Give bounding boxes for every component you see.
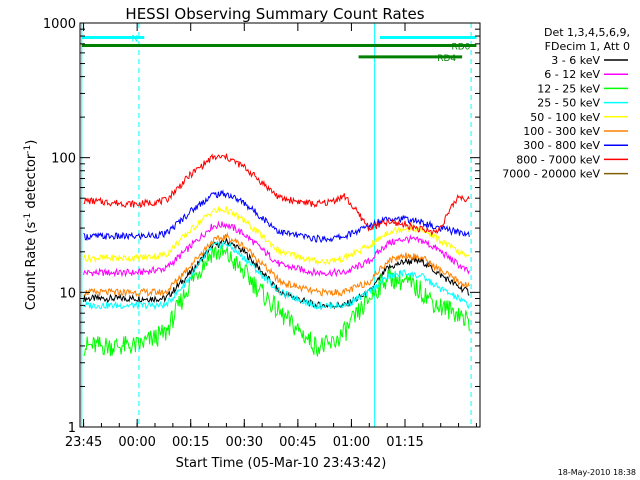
y-tick-label: 1000 <box>43 17 76 32</box>
status-bar-label: N <box>132 35 139 45</box>
series-line <box>83 153 470 237</box>
x-tick-label: 00:00 <box>118 435 155 450</box>
legend-entry-label: 12 - 25 keV <box>537 82 600 95</box>
x-tick-label: 00:45 <box>279 435 316 450</box>
legend-entry-label: 300 - 800 keV <box>523 139 600 152</box>
status-bar-label: RD4 <box>437 54 456 64</box>
x-axis: 23:45 00:00 00:15 00:30 00:45 01:00 01:15 <box>65 23 477 450</box>
plot-frame <box>79 22 481 428</box>
y-tick-label: 100 <box>51 152 76 167</box>
x-tick-label: 00:15 <box>172 435 209 450</box>
series-line <box>83 220 470 278</box>
legend-entry-label: 3 - 6 keV <box>551 54 600 67</box>
chart-title: HESSI Observing Summary Count Rates <box>125 5 424 23</box>
y-tick-label: 10 <box>59 286 76 301</box>
series-line <box>83 240 470 311</box>
x-axis-label: Start Time (05-Mar-10 23:43:42) <box>176 456 387 471</box>
y-tick-label: 1 <box>68 421 76 436</box>
series-line <box>83 244 470 357</box>
legend-header-line-2: FDecim 1, Att 0 <box>545 40 630 53</box>
series-line <box>83 231 470 298</box>
legend-entry-label: 800 - 7000 keV <box>516 153 600 166</box>
legend-entry-label: 100 - 300 keV <box>523 125 600 138</box>
series-line <box>83 189 470 244</box>
legend: Det 1,3,4,5,6,9, FDecim 1, Att 0 3 - 6 k… <box>502 26 630 181</box>
legend-entry-label: 7000 - 20000 keV <box>502 168 600 181</box>
y-axis-label: Count Rate (s-1 detector-1) <box>23 140 39 311</box>
legend-entry-label: 50 - 100 keV <box>530 111 600 124</box>
x-tick-label: 01:00 <box>333 435 370 450</box>
x-tick-label: 01:15 <box>386 435 423 450</box>
x-tick-label: 00:30 <box>226 435 263 450</box>
legend-entry-label: 6 - 12 keV <box>544 68 600 81</box>
timestamp: 18-May-2010 18:38 <box>558 468 636 477</box>
status-bar-label: RD0 <box>452 43 471 53</box>
legend-header-line-1: Det 1,3,4,5,6,9, <box>544 26 630 39</box>
series-line <box>83 206 470 267</box>
y-axis: 1 10 100 1000 <box>43 17 480 436</box>
x-tick-label: 23:45 <box>65 435 102 450</box>
series-line <box>83 238 470 311</box>
legend-entry-label: 25 - 50 keV <box>537 97 600 110</box>
